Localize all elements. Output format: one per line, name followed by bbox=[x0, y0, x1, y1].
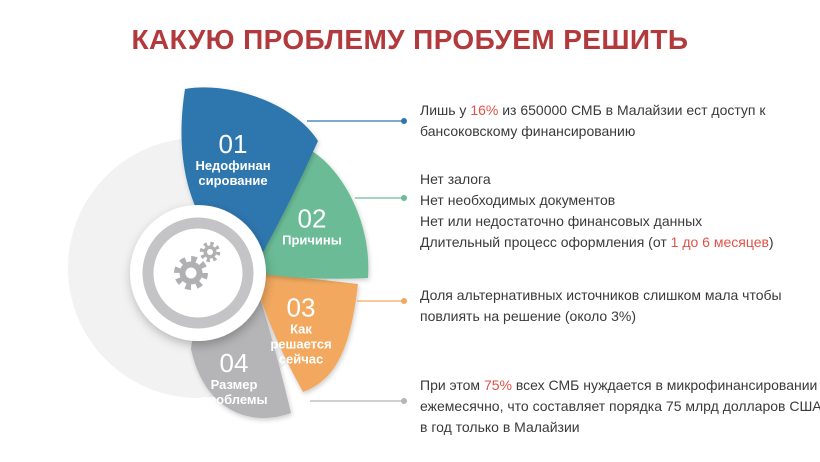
text-line: Нет залога bbox=[420, 169, 816, 190]
text-line: Длительный процесс оформления (от 1 до 6… bbox=[420, 232, 816, 253]
text-segment: Доля альтернативных источников слишком м… bbox=[420, 287, 782, 303]
blade-number: 03 bbox=[286, 292, 316, 323]
annotation-underfunding: Лишь у 16% из 650000 СМБ в Малайзии ест … bbox=[420, 100, 816, 142]
center-ring bbox=[142, 217, 254, 329]
text-segment: Нет необходимых документов bbox=[420, 192, 616, 208]
blade-title-line: сирование bbox=[198, 173, 268, 188]
big-gear-hole bbox=[185, 267, 197, 279]
text-segment: Лишь у bbox=[420, 102, 471, 118]
text-line: в год только в Малайзии bbox=[420, 417, 816, 438]
annotation-current-solutions: Доля альтернативных источников слишком м… bbox=[420, 285, 816, 327]
connector-dot-4 bbox=[401, 398, 407, 404]
text-line: бансоковскому финансированию bbox=[420, 121, 816, 142]
blade-04-problem-size: 04 Размер проблемы bbox=[200, 349, 267, 407]
text-line: Нет необходимых документов bbox=[420, 190, 816, 211]
blade-number: 01 bbox=[218, 129, 248, 159]
connector-dot-2 bbox=[401, 195, 407, 201]
highlight-red: 1 до 6 месяцев bbox=[670, 234, 769, 250]
text-segment: ежемесячно, что составляет порядка 75 мл… bbox=[420, 398, 820, 414]
text-segment: повлиять на решение (около 3%) bbox=[420, 308, 636, 324]
blade-title-line: Недофинан bbox=[195, 158, 271, 173]
text-line: Доля альтернативных источников слишком м… bbox=[420, 285, 816, 306]
text-segment: бансоковскому финансированию bbox=[420, 123, 636, 139]
text-segment: При этом bbox=[420, 377, 484, 393]
highlight-red: 16% bbox=[470, 102, 499, 118]
text-line: ежемесячно, что составляет порядка 75 мл… bbox=[420, 396, 820, 417]
slide-title: КАКУЮ ПРОБЛЕМУ ПРОБУЕМ РЕШИТЬ bbox=[131, 24, 689, 55]
highlight-red: 75% bbox=[483, 377, 512, 393]
big-gear-teeth bbox=[174, 256, 208, 290]
blade-02-segment bbox=[252, 150, 369, 279]
text-line: При этом 75% всех СМБ нуждается в микроф… bbox=[420, 375, 818, 396]
text-segment: из 650000 СМБ в Малайзии ест доступ к bbox=[498, 102, 766, 118]
text-line: Лишь у 16% из 650000 СМБ в Малайзии ест … bbox=[420, 100, 816, 121]
blade-title-line: Как bbox=[290, 321, 312, 337]
text-segment: всех СМБ нуждается в микрофинансировании bbox=[511, 377, 818, 393]
text-segment: Нет залога bbox=[420, 171, 491, 187]
text-segment: Длительный процесс оформления (от bbox=[420, 234, 671, 250]
blade-03-current-solutions: 03 Как решается сейчас bbox=[270, 294, 331, 367]
connector-dot-1 bbox=[401, 118, 407, 124]
gears-icon bbox=[174, 241, 221, 290]
blade-title-line: проблемы bbox=[200, 392, 268, 407]
blade-03-segment bbox=[252, 272, 358, 392]
small-gear-hole bbox=[207, 249, 213, 255]
annotation-problem-size: При этом 75% всех СМБ нуждается в микроф… bbox=[420, 375, 820, 438]
text-line: повлиять на решение (около 3%) bbox=[420, 306, 816, 327]
blade-01-underfunding: 01 Недофинан сирование bbox=[195, 130, 270, 188]
blade-title-line: Размер bbox=[210, 377, 258, 392]
blade-02-reasons: 02 Причины bbox=[282, 205, 342, 248]
small-gear-teeth bbox=[199, 241, 221, 263]
text-line: Нет или недостаточно финансовых данных bbox=[420, 211, 816, 232]
blade-title-line: Причины bbox=[282, 232, 342, 248]
text-segment: ) bbox=[768, 234, 774, 250]
annotation-reasons: Нет залога Нет необходимых документов Не… bbox=[420, 169, 816, 253]
blade-title-line: решается bbox=[270, 336, 332, 352]
connector-dot-3 bbox=[401, 298, 407, 304]
text-segment: Нет или недостаточно финансовых данных bbox=[420, 213, 703, 229]
blade-number: 04 bbox=[219, 348, 249, 378]
text-segment: в год только в Малайзии bbox=[420, 419, 580, 435]
blade-title-line: сейчас bbox=[278, 351, 324, 367]
blade-number: 02 bbox=[297, 203, 327, 234]
